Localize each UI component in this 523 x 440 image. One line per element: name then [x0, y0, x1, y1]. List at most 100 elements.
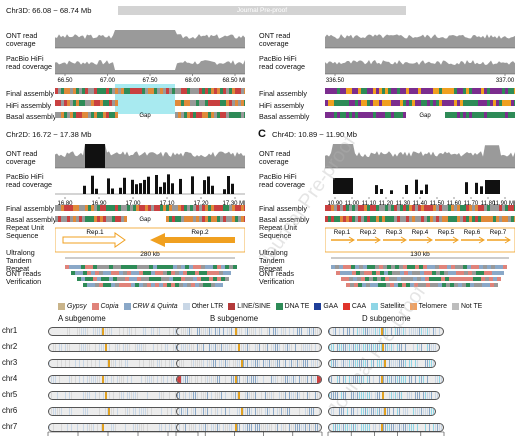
te-band [423, 392, 424, 399]
te-band [263, 376, 264, 383]
assembly-segment [220, 112, 223, 118]
legend-swatch [58, 303, 65, 310]
ont-read-segment [89, 277, 93, 281]
te-band [367, 408, 368, 415]
ont-read-segment [381, 277, 385, 281]
te-band [187, 344, 188, 351]
ont-read-segment [419, 265, 423, 269]
assembly-segment [469, 112, 472, 118]
te-band [369, 424, 370, 431]
te-band [185, 344, 186, 351]
ont-read-segment [197, 265, 201, 269]
te-band [249, 392, 250, 399]
te-band [187, 408, 188, 415]
te-band [413, 328, 414, 335]
assembly-segment [367, 216, 370, 222]
te-band [129, 408, 130, 415]
assembly-segment [490, 88, 493, 94]
panel-c-title: Chr4D: 10.89 ~ 11.90 Mb [272, 130, 357, 139]
tick-label: 11.00 [345, 201, 360, 207]
te-band [173, 360, 174, 367]
te-band [189, 344, 190, 351]
assembly-segment [496, 216, 499, 222]
te-band [85, 328, 86, 335]
te-band [343, 344, 344, 351]
assembly-segment [241, 216, 244, 222]
panel-a2-coverage-plot: 336.50 337.00 [325, 34, 515, 84]
ont-read-segment [93, 277, 97, 281]
te-band [443, 328, 444, 336]
assembly-segment [97, 216, 100, 222]
assembly-segment [406, 88, 409, 94]
ont-read-segment [428, 271, 432, 275]
ont-read-segment [197, 277, 201, 281]
te-band [425, 408, 426, 415]
te-band [123, 392, 124, 399]
te-band [165, 344, 166, 351]
legend-item: LINE/SINE [228, 303, 271, 310]
te-band [83, 328, 84, 335]
centromere-mark [381, 376, 384, 383]
te-band [243, 408, 244, 415]
te-band [159, 328, 160, 335]
te-band [297, 392, 298, 399]
te-band [167, 376, 168, 383]
ont-read-segment [484, 271, 488, 275]
te-band [217, 392, 218, 399]
te-band [179, 360, 180, 367]
ont-read-segment [391, 265, 395, 269]
te-band [97, 328, 98, 335]
ont-read-segment [366, 283, 370, 287]
te-band [153, 328, 154, 335]
te-band [169, 392, 170, 399]
te-band [393, 344, 394, 351]
hifi-bar [123, 177, 126, 194]
te-band [129, 328, 130, 335]
te-band [71, 392, 72, 399]
ont-read-segment [193, 265, 197, 269]
te-band [149, 360, 150, 367]
assembly-segment [106, 216, 109, 222]
assembly-segment [94, 205, 97, 211]
te-band [183, 392, 184, 399]
te-band [415, 408, 416, 415]
te-band [389, 424, 390, 431]
ont-read-segment [339, 265, 343, 269]
te-band [211, 392, 212, 399]
assembly-segment [61, 216, 64, 222]
assembly-segment [82, 88, 85, 94]
assembly-segment [346, 112, 349, 118]
te-band [147, 376, 148, 383]
assembly-segment [109, 205, 112, 211]
legend-label: Not TE [460, 303, 483, 310]
tick-label: 337.00 [496, 78, 515, 84]
ont-read-segment [473, 277, 477, 281]
te-band [227, 344, 228, 351]
te-band [365, 344, 366, 351]
te-band [367, 376, 368, 383]
te-band [93, 424, 94, 431]
te-band [347, 424, 348, 431]
te-band [373, 328, 374, 335]
assembly-segment [55, 216, 58, 222]
ont-read-segment [225, 277, 229, 281]
ont-read-segment [443, 265, 447, 269]
te-band [125, 344, 126, 351]
assembly-segment [463, 112, 466, 118]
assembly-segment [463, 216, 466, 222]
hifi-bar [425, 184, 428, 194]
te-band [291, 424, 292, 431]
te-band [177, 392, 178, 399]
assembly-segment [211, 205, 214, 211]
te-band [307, 408, 308, 415]
te-band [143, 328, 144, 335]
te-band [397, 392, 398, 399]
te-band [209, 328, 210, 335]
ont-read-segment [456, 271, 460, 275]
assembly-segment [427, 205, 430, 211]
te-band [235, 344, 236, 351]
assembly-segment [208, 205, 211, 211]
te-band [441, 424, 442, 431]
rep-arrowhead [504, 236, 511, 244]
te-band [255, 360, 256, 367]
